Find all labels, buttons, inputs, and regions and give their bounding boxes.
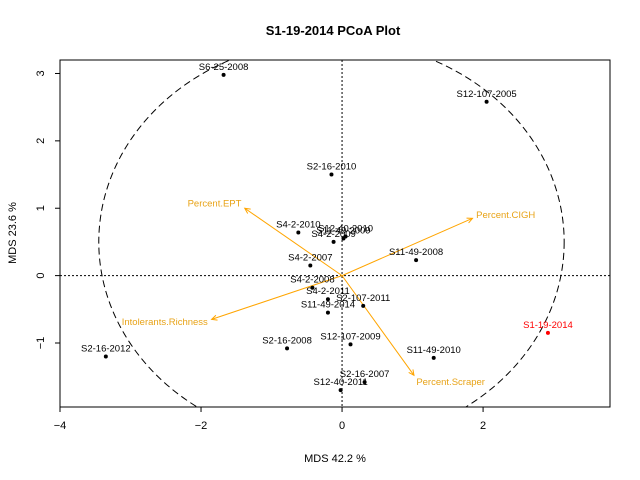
- point-label: S11-49-2010: [407, 345, 461, 356]
- vector-label: Percent.EPT: [188, 199, 242, 210]
- data-point: [221, 72, 226, 77]
- x-tick-label: 0: [339, 420, 345, 432]
- y-axis-label: MDS 23.6 %: [7, 202, 19, 264]
- confidence-ellipse-layer: [98, 60, 565, 407]
- vector-label: Intolerants.Richness: [122, 317, 208, 328]
- x-tick-label: 2: [480, 420, 486, 432]
- point-label: S4-2-2008: [290, 275, 334, 286]
- data-point: [296, 230, 301, 235]
- y-tick-label: 1: [35, 205, 47, 211]
- data-point: [325, 297, 330, 302]
- point-label: S11-49-2014: [301, 300, 355, 311]
- vector-arrow: [211, 275, 343, 320]
- data-point: [308, 263, 313, 268]
- vector-arrow: [341, 217, 473, 277]
- point-label: S1-19-2014: [523, 320, 573, 331]
- point-label: S2-107-2011: [336, 293, 390, 304]
- point-label: S2-16-2008: [262, 335, 312, 346]
- data-point: [545, 330, 550, 335]
- data-point: [310, 285, 315, 290]
- vector-arrow: [341, 275, 415, 376]
- point-label: S11-49-2009: [316, 226, 370, 237]
- data-point: [329, 172, 334, 177]
- point-label: S2-16-2007: [340, 369, 390, 380]
- vector-arrowhead: [466, 217, 474, 224]
- vector-arrowhead: [210, 314, 218, 321]
- data-point: [341, 236, 346, 241]
- point-label: S4-2-2010: [276, 219, 320, 230]
- reference-lines: [60, 60, 610, 407]
- point-label: S2-16-2010: [307, 162, 357, 173]
- y-tick-label: 2: [35, 138, 47, 144]
- point-label: S6-25-2008: [199, 62, 249, 73]
- point-label: S12-107-2009: [320, 331, 380, 342]
- chart-title: S1-19-2014 PCoA Plot: [266, 23, 401, 38]
- point-label: S4-2-2011: [306, 286, 350, 297]
- point-label: S12-107-2005: [456, 89, 516, 100]
- vector-label: Percent.Scraper: [416, 377, 485, 388]
- point-label: S4-2-2009: [311, 229, 355, 240]
- x-tick-label: −4: [54, 420, 67, 432]
- plot-area: Percent.EPT Percent.CIGH Intolerants.Richn…: [59, 59, 611, 408]
- y-tick-label: −1: [35, 337, 47, 350]
- point-layer: S6-25-2008 S12-107-2005 S2-16-2010 S4-2-201…: [81, 62, 573, 393]
- data-point: [331, 239, 336, 244]
- data-point: [431, 355, 436, 360]
- data-point: [484, 99, 489, 104]
- vector-layer: Percent.EPT Percent.CIGH Intolerants.Richn…: [122, 199, 536, 388]
- point-label: S4-2-2007: [288, 253, 332, 264]
- plot-border: [59, 59, 611, 408]
- data-point: [325, 310, 330, 315]
- x-axis-label: MDS 42.2 %: [304, 453, 366, 465]
- vector-label: Percent.CIGH: [476, 210, 535, 221]
- vector-arrow: [244, 207, 343, 277]
- point-label: S12-40-2011: [314, 377, 368, 388]
- vector-arrowhead: [243, 207, 251, 214]
- data-point: [338, 388, 343, 393]
- confidence-ellipse: [98, 60, 565, 407]
- vector-arrowhead: [408, 369, 415, 377]
- data-point: [103, 354, 108, 359]
- point-label: S2-16-2012: [81, 343, 131, 354]
- data-point: [348, 342, 353, 347]
- data-point: [414, 258, 419, 263]
- point-label: S12-40-2010: [318, 224, 373, 235]
- x-axis: −4 −2 0 2: [54, 407, 486, 432]
- data-point: [361, 303, 366, 308]
- y-tick-label: 0: [35, 273, 47, 279]
- x-tick-label: −2: [195, 420, 208, 432]
- y-tick-label: 3: [35, 70, 47, 76]
- point-label: S11-49-2008: [389, 247, 443, 258]
- y-axis: −1 0 1 2 3: [35, 70, 60, 349]
- data-point: [285, 346, 290, 351]
- data-point: [362, 380, 367, 385]
